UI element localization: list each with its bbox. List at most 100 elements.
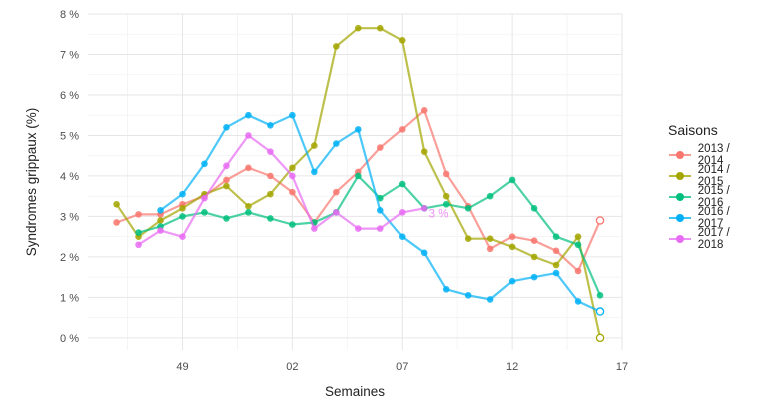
data-point: [508, 176, 516, 184]
legend-key: [668, 232, 692, 246]
data-point: [333, 188, 340, 196]
data-point: [354, 24, 362, 32]
data-point: [596, 292, 604, 299]
data-point: [486, 235, 494, 242]
data-point: [464, 235, 472, 242]
data-point: [574, 267, 582, 275]
data-point: [245, 111, 252, 119]
data-point: [442, 170, 450, 178]
data-point: [135, 241, 142, 249]
data-point: [267, 215, 274, 222]
data-point: [486, 245, 494, 253]
y-tick-label: 6 %: [60, 90, 79, 102]
data-point: [442, 200, 450, 208]
data-point: [398, 233, 406, 240]
y-axis-title: Syndromes grippaux (%): [24, 108, 39, 257]
y-tick-label: 4 %: [60, 171, 79, 183]
data-point: [552, 269, 560, 277]
legend-key-point: [676, 171, 684, 180]
data-point: [442, 192, 450, 200]
data-point: [376, 24, 384, 32]
data-point: [289, 188, 296, 196]
legend-key-point: [676, 192, 684, 201]
y-tick-label: 5 %: [60, 130, 79, 142]
data-point: [464, 292, 472, 299]
series-line-3: [138, 174, 602, 296]
data-point: [267, 172, 274, 180]
data-point: [464, 205, 472, 212]
data-point: [398, 37, 406, 44]
data-point: [354, 225, 362, 232]
y-tick-label: 8 %: [60, 9, 79, 21]
legend-key: [668, 190, 692, 204]
x-tick-label: 02: [286, 361, 298, 373]
data-point: [530, 237, 538, 244]
y-tick-label: 0 %: [60, 333, 79, 345]
data-point: [595, 333, 605, 343]
data-point: [595, 307, 605, 316]
legend-item: 2016 / 2017: [668, 206, 758, 230]
x-tick-label: 49: [176, 361, 188, 373]
x-tick-label: 12: [506, 361, 518, 373]
data-point: [179, 213, 186, 220]
data-point: [245, 164, 252, 172]
data-point: [267, 190, 274, 198]
data-point: [157, 227, 164, 234]
data-point: [223, 182, 230, 190]
data-point: [135, 229, 142, 236]
legend-key-point: [676, 213, 684, 222]
data-point: [486, 192, 494, 200]
data-point: [376, 225, 384, 232]
legend: Saisons 2013 / 2014 2014 / 2015 2015 / 201…: [668, 122, 758, 251]
data-point: [574, 298, 582, 305]
series-line-5: [137, 134, 425, 246]
data-point: [530, 253, 538, 261]
data-point: [201, 194, 208, 202]
data-point: [245, 202, 252, 210]
data-point: [530, 205, 538, 212]
data-point: [179, 190, 186, 198]
data-point: [333, 140, 340, 147]
data-point: [289, 164, 296, 172]
data-point: [201, 160, 208, 168]
legend-label: 2013 / 2014: [697, 142, 730, 167]
legend-key-point: [676, 150, 684, 159]
data-point: [574, 233, 582, 240]
data-point: [420, 205, 428, 212]
data-point: [333, 43, 340, 50]
data-point: [508, 243, 516, 251]
data-point: [333, 209, 340, 216]
legend-item: 2015 / 2016: [668, 184, 758, 209]
data-point: [267, 148, 274, 155]
data-point: [289, 172, 296, 180]
data-point: [354, 172, 362, 180]
legend-items: 2013 / 2014 2014 / 2015 2015 / 2016 2016 / …: [668, 142, 758, 251]
legend-key: [668, 148, 692, 162]
annotation-label: 3 %: [429, 209, 449, 221]
data-point: [420, 148, 428, 155]
legend-label: 2015 / 2016: [697, 184, 730, 209]
data-point: [398, 180, 406, 188]
legend-item: 2014 / 2015: [668, 163, 758, 188]
data-point: [223, 124, 230, 131]
data-point: [530, 273, 538, 281]
data-point: [420, 107, 428, 114]
x-tick-label: 07: [396, 361, 408, 373]
data-point: [574, 241, 582, 249]
data-point: [113, 219, 120, 226]
data-point: [398, 209, 406, 216]
data-point: [311, 225, 318, 232]
data-point: [376, 207, 384, 214]
data-point: [179, 205, 186, 212]
legend-label: 2014 / 2015: [697, 163, 730, 188]
data-point: [376, 144, 384, 151]
data-point: [552, 247, 560, 255]
data-point: [223, 176, 230, 184]
data-point: [245, 132, 252, 139]
y-tick-label: 2 %: [60, 252, 79, 264]
y-tick-label: 7 %: [60, 49, 79, 61]
data-point: [508, 233, 516, 240]
data-point: [354, 126, 362, 133]
legend-item: 2017 / 2018: [668, 227, 758, 251]
